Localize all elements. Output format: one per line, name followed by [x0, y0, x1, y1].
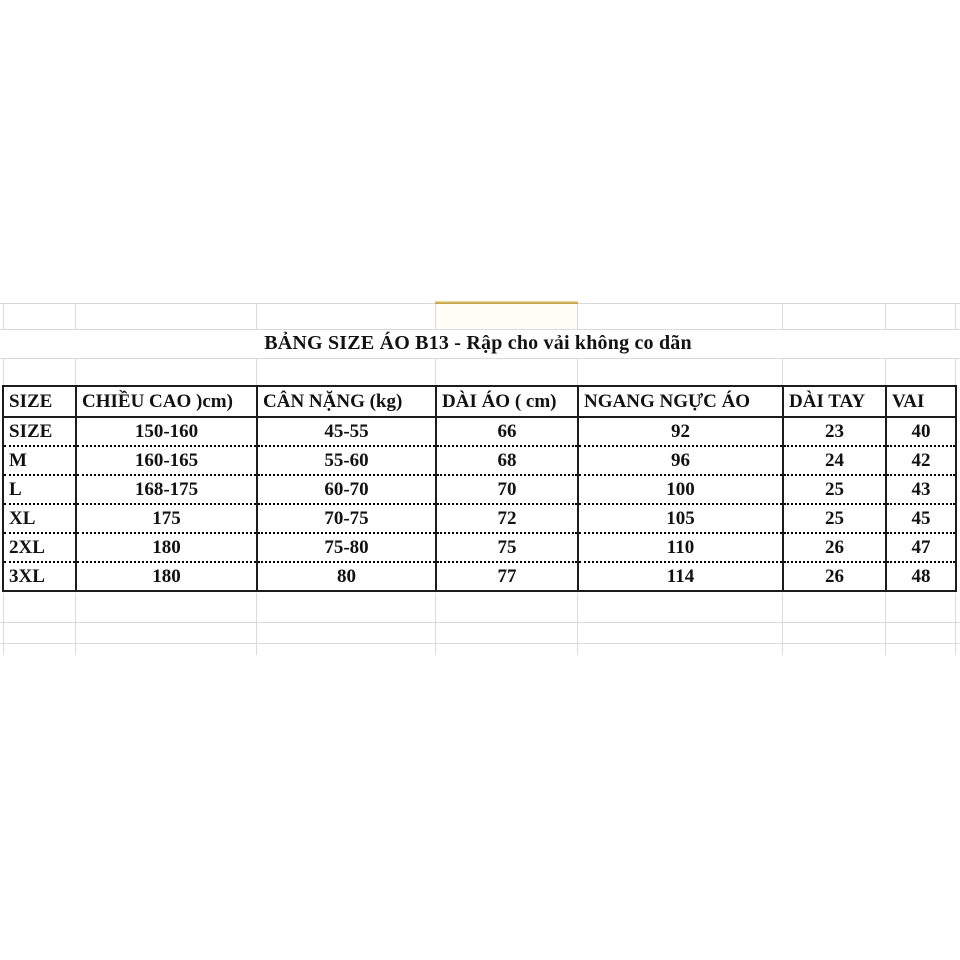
gridline-vertical — [577, 303, 578, 329]
cell-ngang-nguc: 105 — [577, 503, 783, 533]
page-title: BẢNG SIZE ÁO B13 - Rập cho vải không co … — [0, 329, 956, 358]
header-row: SIZE CHIỀU CAO )cm) CÂN NẶNG (kg) DÀI ÁO… — [2, 386, 956, 418]
row-label: 2XL — [2, 532, 76, 562]
gridline-horizontal — [0, 329, 960, 330]
gridline-vertical — [577, 358, 578, 385]
size-chart: SIZE CHIỀU CAO )cm) CÂN NẶNG (kg) DÀI ÁO… — [2, 385, 957, 592]
gridline-horizontal — [0, 643, 960, 644]
cell-ngang-nguc: 96 — [577, 445, 783, 475]
cell-vai: 47 — [885, 532, 956, 562]
highlighted-cell — [436, 304, 577, 329]
cell-can-nang: 75-80 — [256, 532, 436, 562]
cell-dai-ao: 66 — [435, 417, 578, 446]
cell-vai: 48 — [885, 561, 956, 591]
cell-dai-tay: 25 — [782, 503, 886, 533]
gridline-vertical — [256, 303, 257, 329]
table-row: SIZE 150-160 45-55 66 92 23 40 — [2, 417, 956, 446]
cell-ngang-nguc: 92 — [577, 417, 783, 446]
highlighted-cell-underline — [435, 301, 578, 304]
cell-dai-tay: 25 — [782, 474, 886, 504]
cell-can-nang: 80 — [256, 561, 436, 591]
cell-chieu-cao: 180 — [75, 561, 257, 591]
gridline-vertical — [435, 303, 436, 329]
cell-dai-ao: 72 — [435, 503, 578, 533]
gridline-horizontal — [0, 358, 960, 359]
table-row: M 160-165 55-60 68 96 24 42 — [2, 445, 956, 475]
gridline-vertical — [3, 593, 4, 655]
gridline-vertical — [955, 303, 956, 329]
cell-vai: 42 — [885, 445, 956, 475]
gridline-horizontal — [0, 622, 960, 623]
gridline-vertical — [782, 358, 783, 385]
gridline-vertical — [435, 358, 436, 385]
gridline-vertical — [3, 358, 4, 385]
column-header-can-nang: CÂN NẶNG (kg) — [256, 386, 436, 418]
gridline-vertical — [955, 593, 956, 655]
gridline-vertical — [256, 593, 257, 655]
cell-can-nang: 70-75 — [256, 503, 436, 533]
table-row: 3XL 180 80 77 114 26 48 — [2, 561, 956, 591]
cell-ngang-nguc: 100 — [577, 474, 783, 504]
cell-vai: 45 — [885, 503, 956, 533]
cell-dai-tay: 26 — [782, 561, 886, 591]
row-label: 3XL — [2, 561, 76, 591]
row-label: SIZE — [2, 417, 76, 446]
cell-chieu-cao: 150-160 — [75, 417, 257, 446]
row-label: M — [2, 445, 76, 475]
cell-dai-ao: 75 — [435, 532, 578, 562]
cell-dai-tay: 26 — [782, 532, 886, 562]
cell-dai-ao: 70 — [435, 474, 578, 504]
column-header-ngang-nguc: NGANG NGỰC ÁO — [577, 386, 783, 418]
cell-dai-ao: 68 — [435, 445, 578, 475]
cell-chieu-cao: 160-165 — [75, 445, 257, 475]
cell-can-nang: 60-70 — [256, 474, 436, 504]
cell-can-nang: 45-55 — [256, 417, 436, 446]
cell-dai-ao: 77 — [435, 561, 578, 591]
column-header-chieu-cao: CHIỀU CAO )cm) — [75, 386, 257, 418]
gridline-vertical — [885, 303, 886, 329]
column-header-vai: VAI — [885, 386, 956, 418]
size-chart-table: SIZE CHIỀU CAO )cm) CÂN NẶNG (kg) DÀI ÁO… — [2, 385, 957, 592]
cell-dai-tay: 24 — [782, 445, 886, 475]
cell-vai: 40 — [885, 417, 956, 446]
table-row: XL 175 70-75 72 105 25 45 — [2, 503, 956, 533]
gridline-vertical — [256, 358, 257, 385]
cell-ngang-nguc: 114 — [577, 561, 783, 591]
gridline-vertical — [885, 593, 886, 655]
column-header-size: SIZE — [2, 386, 76, 418]
gridline-vertical — [75, 593, 76, 655]
cell-chieu-cao: 175 — [75, 503, 257, 533]
cell-chieu-cao: 180 — [75, 532, 257, 562]
gridline-vertical — [782, 593, 783, 655]
gridline-vertical — [885, 358, 886, 385]
column-header-dai-tay: DÀI TAY — [782, 386, 886, 418]
cell-can-nang: 55-60 — [256, 445, 436, 475]
gridline-vertical — [435, 593, 436, 655]
cell-chieu-cao: 168-175 — [75, 474, 257, 504]
page-title-text: BẢNG SIZE ÁO B13 - Rập cho vải không co … — [264, 332, 692, 354]
row-label: L — [2, 474, 76, 504]
cell-ngang-nguc: 110 — [577, 532, 783, 562]
table-row: 2XL 180 75-80 75 110 26 47 — [2, 532, 956, 562]
gridline-vertical — [955, 358, 956, 385]
gridline-vertical — [3, 303, 4, 329]
gridline-vertical — [782, 303, 783, 329]
table-row: L 168-175 60-70 70 100 25 43 — [2, 474, 956, 504]
cell-vai: 43 — [885, 474, 956, 504]
column-header-dai-ao: DÀI ÁO ( cm) — [435, 386, 578, 418]
gridline-vertical — [75, 358, 76, 385]
row-label: XL — [2, 503, 76, 533]
gridline-vertical — [577, 593, 578, 655]
gridline-vertical — [75, 303, 76, 329]
cell-dai-tay: 23 — [782, 417, 886, 446]
